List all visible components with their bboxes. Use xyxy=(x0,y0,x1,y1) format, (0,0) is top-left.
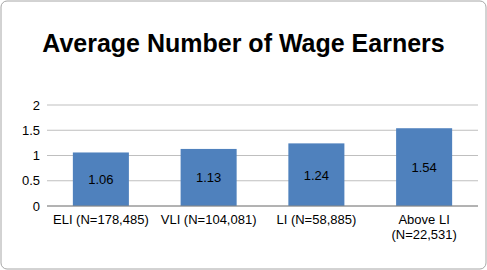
x-tick-label: LI (N=58,885) xyxy=(276,212,356,227)
title: Average Number of Wage Earners xyxy=(42,29,444,57)
x-tick-label: Above LI(N=22,531) xyxy=(391,212,456,242)
x-tick-label-line: Above LI xyxy=(398,212,449,227)
y-tick-label: 0 xyxy=(33,199,40,214)
y-tick-label: 0.5 xyxy=(22,173,40,188)
x-tick-label: ELI (N=178,485) xyxy=(53,212,149,227)
data-label: 1.13 xyxy=(196,170,221,185)
title-line: Average Number of Wage Earners xyxy=(42,29,444,57)
y-tick-label: 1.5 xyxy=(22,123,40,138)
chart-frame xyxy=(1,1,486,269)
data-label: 1.54 xyxy=(411,160,436,175)
x-axis-line xyxy=(47,206,478,207)
grid-line xyxy=(47,105,478,106)
bar xyxy=(288,143,344,206)
data-label: 1.24 xyxy=(304,168,329,183)
chart: Average Number of Wage Earners 0 0.5 1 1.5 2 1… xyxy=(0,0,487,270)
bar xyxy=(181,149,237,206)
x-tick-label-line: (N=22,531) xyxy=(391,227,456,242)
y-tick-label: 2 xyxy=(33,98,40,113)
data-label: 1.06 xyxy=(88,172,113,187)
bar xyxy=(396,128,452,206)
grid-line xyxy=(47,206,478,207)
bars xyxy=(73,128,452,206)
bar xyxy=(73,152,129,206)
y-tick-label: 1 xyxy=(33,148,40,163)
x-tick-label: VLI (N=104,081) xyxy=(161,212,257,227)
